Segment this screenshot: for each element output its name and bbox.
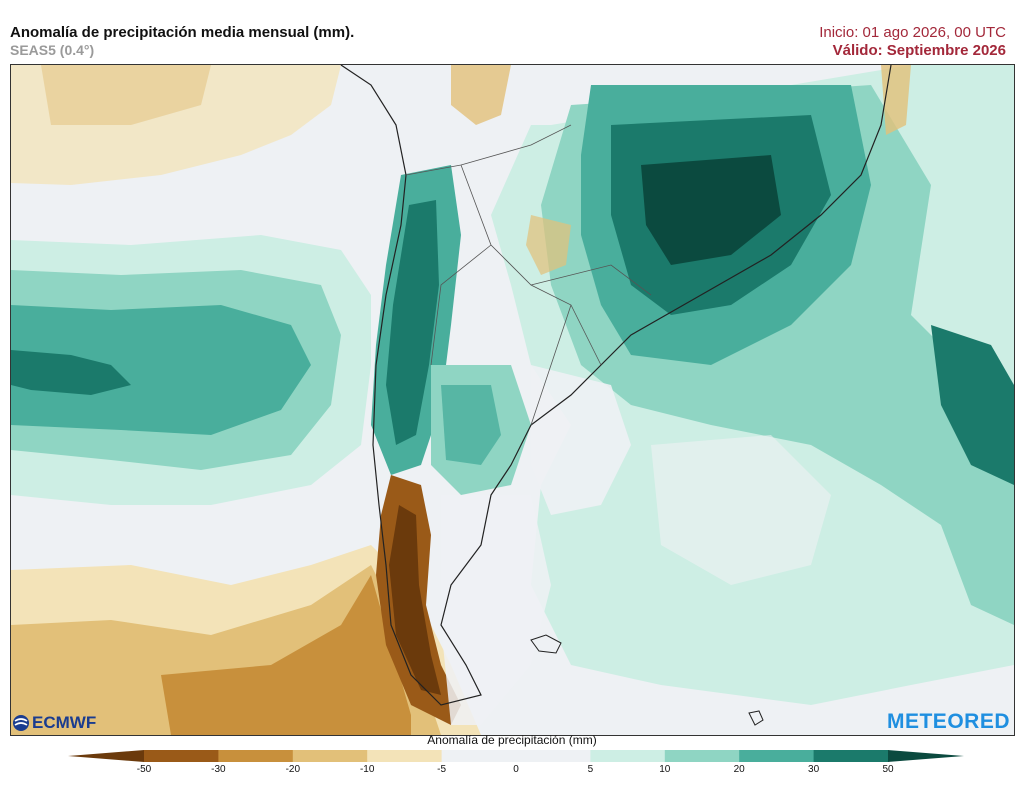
colorbar-tick-label: -50 — [136, 764, 152, 775]
neutral-zone-atlantic — [651, 435, 831, 585]
dry-zone-south-strong — [161, 575, 411, 735]
dry-zone-northwest-core — [41, 65, 211, 125]
wet-zone-atlantic-east — [931, 325, 1014, 485]
colorbar-tick-label: 0 — [513, 764, 519, 775]
valid-period: Válido: Septiembre 2026 — [832, 42, 1006, 59]
coastline — [340, 65, 892, 706]
colorbar-segment — [292, 750, 368, 762]
dry-zone-chaco — [526, 215, 571, 275]
colorbar-segment — [144, 750, 219, 762]
colorbar-tick-label: -30 — [211, 764, 226, 775]
colorbar-tick-label: -10 — [359, 764, 375, 775]
dry-zone-patagonia-core — [389, 505, 441, 695]
neutral-zone-coast — [531, 365, 631, 515]
colorbar-tick-label: -5 — [437, 764, 447, 775]
country-borders — [405, 124, 652, 426]
wet-band-pacific-strong — [11, 305, 311, 435]
colorbar-right-tip — [888, 750, 964, 762]
header-right: Inicio: 01 ago 2026, 00 UTC Válido: Sept… — [819, 24, 1006, 59]
ecmwf-logo: ECMWF — [12, 713, 96, 733]
colorbar-segment — [367, 750, 443, 762]
colorbar-segment — [590, 750, 666, 762]
colorbar-tick-label: 10 — [659, 764, 671, 775]
falkland-islands — [530, 634, 562, 654]
south-georgia — [748, 710, 764, 726]
colorbar-tick-label: 50 — [882, 764, 894, 775]
colorbar-ticks: -50 -30 -20 -10 -5 0 5 10 20 30 50 — [0, 764, 1024, 778]
wet-zone-chile-core — [386, 200, 439, 445]
colorbar — [68, 750, 964, 762]
colorbar-tick-label: -20 — [285, 764, 301, 775]
colorbar-segment — [664, 750, 740, 762]
colorbar-tick-label: 5 — [587, 764, 594, 775]
dry-zone-andes-north — [451, 65, 511, 125]
colorbar-tick-label: 30 — [808, 764, 820, 775]
colorbar-segment — [218, 750, 294, 762]
init-date: Inicio: 01 ago 2026, 00 UTC — [819, 24, 1006, 41]
colorbar-segment — [441, 750, 517, 762]
precipitation-anomaly-map — [10, 64, 1015, 736]
header-left: Anomalía de precipitación media mensual … — [10, 24, 354, 58]
map-title: Anomalía de precipitación media mensual … — [10, 24, 355, 41]
colorbar-left-tip — [68, 750, 144, 762]
wet-band-pacific-core — [11, 350, 131, 395]
colorbar-tick-label: 20 — [733, 764, 745, 775]
wet-zone-brazil-core — [641, 155, 781, 265]
colorbar-segment — [739, 750, 815, 762]
model-label: SEAS5 (0.4°) — [10, 42, 95, 58]
ecmwf-logo-text: ECMWF — [32, 713, 97, 732]
neutral-zone-patagonia — [441, 495, 551, 725]
map-canvas — [11, 65, 1014, 735]
colorbar-segment — [516, 750, 591, 762]
colorbar-segment — [813, 750, 889, 762]
wet-zone-argentina-core — [441, 385, 501, 465]
meteored-logo: METEORED — [886, 710, 1010, 733]
ecmwf-mark-icon — [13, 715, 29, 731]
legend-title: Anomalía de precipitación (mm) — [427, 733, 597, 747]
